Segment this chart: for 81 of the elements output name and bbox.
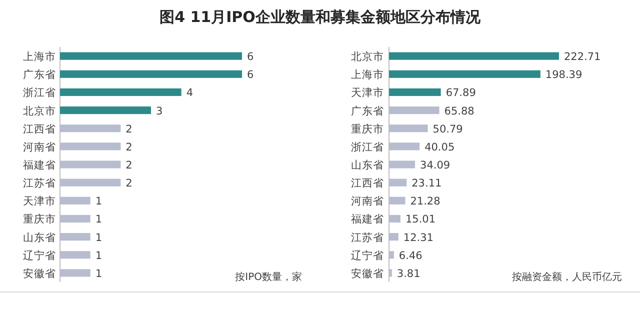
y-tick-label: 山东省 [351, 158, 384, 172]
data-label: 6.46 [398, 250, 423, 262]
y-tick-label: 山东省 [23, 230, 56, 244]
bar [389, 124, 428, 132]
bar [60, 124, 121, 132]
bar [389, 70, 540, 78]
y-tick-label: 河南省 [351, 194, 384, 208]
data-label: 6 [247, 51, 254, 64]
data-label: 34.09 [420, 160, 450, 172]
bar [389, 178, 407, 186]
data-label: 4 [186, 87, 194, 100]
y-tick-label: 福建省 [23, 158, 56, 172]
bar [389, 160, 416, 168]
data-label: 3.81 [396, 268, 420, 280]
data-label: 40.05 [424, 141, 455, 154]
y-tick-label: 江苏省 [23, 176, 56, 190]
data-label: 2 [126, 178, 132, 190]
bar [389, 88, 441, 96]
bar [60, 214, 90, 223]
data-label: 222.71 [564, 51, 601, 64]
y-tick-label: 上海市 [351, 68, 384, 82]
bar [389, 52, 559, 60]
data-label: 50.79 [432, 123, 463, 136]
y-tick-label: 辽宁省 [351, 248, 384, 262]
data-label: 3 [156, 105, 163, 118]
bar [389, 251, 394, 259]
bar [389, 233, 398, 241]
annotation: 按融资金额，人民币亿元 [512, 271, 622, 283]
y-tick-label: 浙江省 [351, 140, 384, 154]
data-label: 65.88 [444, 105, 474, 118]
y-tick-label: 安徽省 [351, 266, 384, 280]
data-label: 2 [126, 123, 132, 136]
y-tick-label: 广东省 [351, 104, 384, 118]
y-tick-label: 天津市 [23, 194, 56, 208]
y-tick-label: 重庆市 [23, 212, 56, 226]
y-tick-label: 广东省 [23, 68, 56, 82]
data-label: 1 [95, 214, 102, 226]
data-label: 1 [95, 250, 102, 262]
y-tick-label: 安徽省 [23, 266, 56, 280]
data-label: 2 [126, 160, 132, 172]
data-label: 1 [95, 196, 102, 208]
data-label: 1 [95, 232, 102, 244]
data-label: 23.11 [412, 178, 442, 190]
bar [389, 106, 440, 114]
bar [60, 160, 121, 168]
bar [60, 251, 90, 259]
data-label: 21.28 [410, 196, 440, 208]
data-label: 198.39 [545, 69, 582, 82]
data-label: 6 [247, 69, 254, 82]
bar [60, 52, 242, 60]
bar [60, 106, 151, 114]
bar [60, 70, 242, 78]
y-tick-label: 重庆市 [351, 122, 384, 136]
y-tick-label: 福建省 [351, 212, 384, 226]
y-tick-label: 河南省 [23, 140, 56, 154]
y-tick-label: 北京市 [23, 104, 56, 118]
y-tick-label: 北京市 [351, 50, 384, 64]
y-tick-label: 江苏省 [351, 230, 384, 244]
data-label: 12.31 [403, 232, 434, 244]
bar [60, 269, 90, 277]
bar [60, 196, 90, 204]
bar [60, 142, 121, 150]
y-tick-label: 辽宁省 [23, 248, 56, 262]
bar [389, 214, 400, 223]
bar [60, 88, 182, 96]
bar [60, 178, 121, 186]
y-tick-label: 浙江省 [23, 86, 56, 100]
bar [60, 233, 90, 241]
bar [389, 269, 392, 277]
y-tick-label: 江西省 [351, 176, 384, 190]
data-label: 67.89 [446, 87, 476, 100]
text: 图4 11月IPO企业数量和募集金额地区分布情况 [160, 8, 482, 26]
y-tick-label: 江西省 [23, 122, 56, 136]
data-label: 15.01 [405, 214, 436, 226]
bar [389, 142, 420, 150]
data-label: 2 [126, 141, 132, 154]
annotation: 按IPO数量，家 [235, 271, 302, 283]
bar [389, 196, 406, 204]
y-tick-label: 上海市 [23, 50, 56, 64]
y-tick-label: 天津市 [351, 86, 384, 100]
data-label: 1 [95, 268, 102, 280]
